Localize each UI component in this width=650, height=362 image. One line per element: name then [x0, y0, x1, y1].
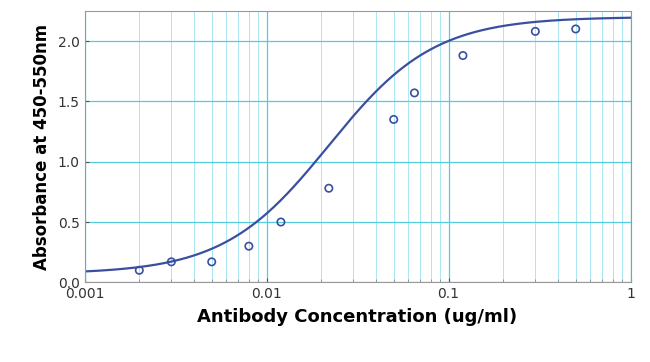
Point: [530, 29, 541, 34]
Point: [571, 26, 581, 32]
Point: [389, 117, 399, 122]
Point: [244, 243, 254, 249]
Y-axis label: Absorbance at 450-550nm: Absorbance at 450-550nm: [32, 24, 51, 270]
Point: [166, 259, 177, 265]
Point: [324, 185, 334, 191]
Point: [276, 219, 286, 225]
Point: [410, 90, 420, 96]
Point: [207, 259, 217, 265]
Point: [458, 52, 468, 58]
Point: [134, 268, 144, 273]
X-axis label: Antibody Concentration (ug/ml): Antibody Concentration (ug/ml): [198, 308, 517, 326]
